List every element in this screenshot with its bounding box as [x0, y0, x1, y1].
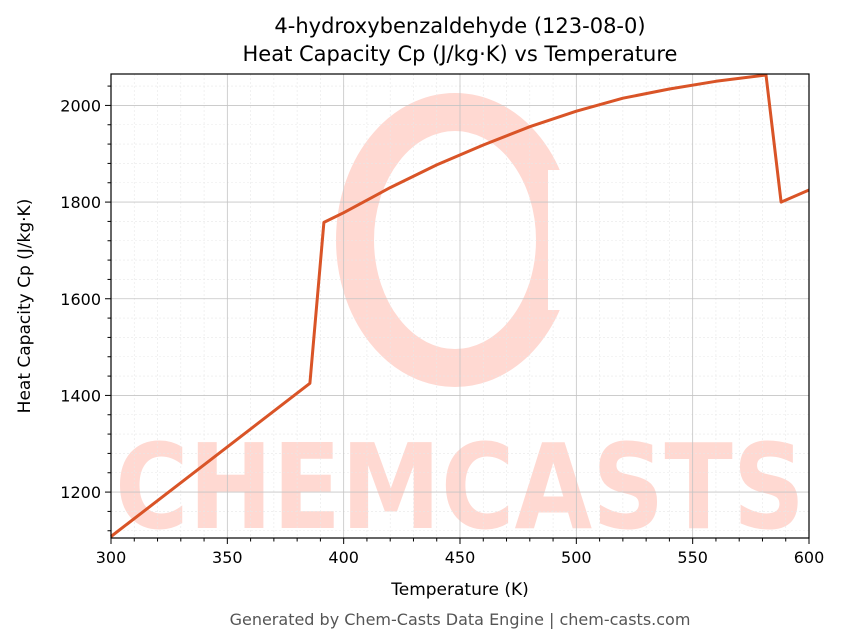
grid	[110, 74, 810, 538]
ticks: 300 350 400 450 500 550 600 1200 1400 1600 1800 200…	[60, 85, 825, 567]
chart-subtitle: Heat Capacity Cp (J/kg·K) vs Temperature	[243, 42, 678, 66]
y-tick-label: 2000	[60, 96, 101, 115]
y-axis-label: Heat Capacity Cp (J/kg·K)	[15, 199, 35, 414]
x-tick-label: 400	[328, 548, 359, 567]
x-tick-label: 500	[561, 548, 592, 567]
footer-credit: Generated by Chem-Casts Data Engine | ch…	[230, 610, 691, 629]
x-tick-label: 300	[96, 548, 127, 567]
x-tick-label: 550	[677, 548, 708, 567]
x-tick-label: 600	[794, 548, 825, 567]
chart-title: 4-hydroxybenzaldehyde (123-08-0)	[274, 14, 645, 38]
series-line	[110, 73, 810, 538]
watermark-swirl-gap	[548, 170, 618, 310]
series-layer	[110, 73, 810, 538]
y-tick-label: 1800	[60, 193, 101, 212]
watermark-swirl	[336, 93, 574, 387]
y-tick-label: 1200	[60, 483, 101, 502]
y-tick-label: 1400	[60, 386, 101, 405]
x-tick-label: 450	[445, 548, 476, 567]
x-axis-label: Temperature (K)	[390, 580, 529, 600]
x-tick-label: 350	[212, 548, 243, 567]
y-tick-label: 1600	[60, 290, 101, 309]
